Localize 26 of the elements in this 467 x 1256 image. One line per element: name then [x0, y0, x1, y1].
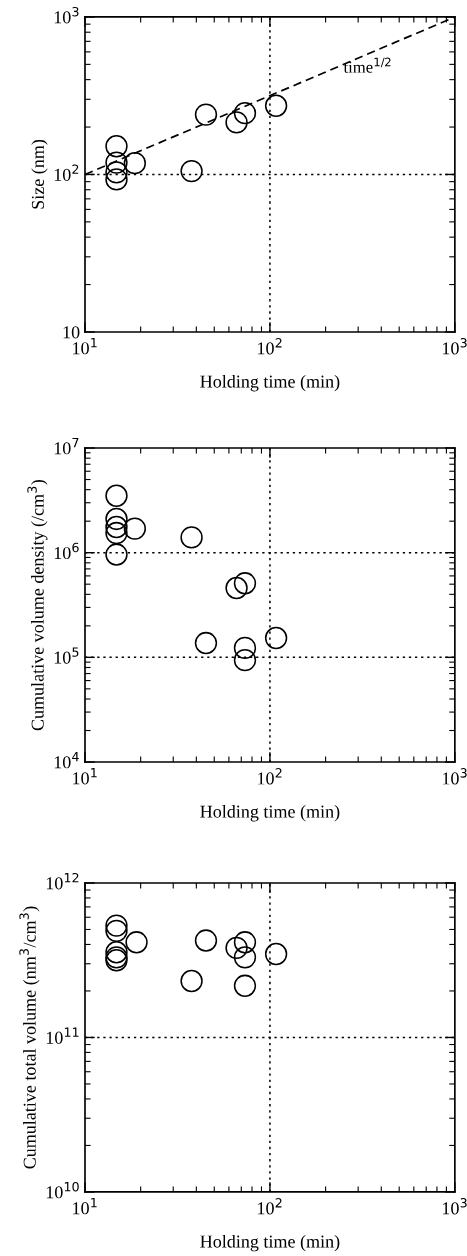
- x-tick-label: 10$^{1}$: [73, 1198, 97, 1215]
- y-axis-title: Cumulative volume density (/cm$^{3}$): [27, 479, 48, 731]
- y-tick-label: 10$^{4}$: [54, 752, 79, 769]
- x-axis-title: Holding time (min): [200, 374, 340, 392]
- y-tick-label: 10$^{7}$: [54, 438, 79, 455]
- x-axis-title: Holding time (min): [200, 1234, 340, 1252]
- annotation: time$^{1/2}$: [343, 57, 391, 73]
- y-axis-title: Cumulative total volume (nm$^{3}$/cm$^{3}$): [19, 906, 40, 1169]
- y-tick-label: 10$^{3}$: [54, 6, 79, 24]
- x-tick-label: 10$^{3}$: [442, 768, 467, 785]
- y-tick-label: 10$^{10}$: [46, 1181, 79, 1199]
- y-tick-label: 10$^{2}$: [54, 164, 79, 181]
- x-tick-label: 10$^{3}$: [442, 1198, 467, 1215]
- y-tick-label: 10$^{6}$: [54, 542, 79, 560]
- y-tick-label: 10$^{11}$: [46, 1027, 79, 1044]
- x-tick-label: 10$^{3}$: [442, 338, 467, 355]
- x-tick-label: 10$^{2}$: [258, 768, 282, 785]
- y-tick-label: 10$^{5}$: [54, 647, 79, 664]
- y-tick-label: 10$^{12}$: [46, 872, 79, 890]
- x-tick-label: 10$^{2}$: [258, 1198, 282, 1215]
- x-tick-label: 10$^{2}$: [258, 338, 282, 355]
- y-tick-label: 10: [63, 326, 80, 339]
- x-tick-label: 10$^{1}$: [73, 768, 97, 785]
- x-axis-title: Holding time (min): [200, 805, 340, 822]
- y-axis-title: Size (nm): [31, 139, 48, 209]
- x-tick-label: 10$^{1}$: [73, 338, 97, 355]
